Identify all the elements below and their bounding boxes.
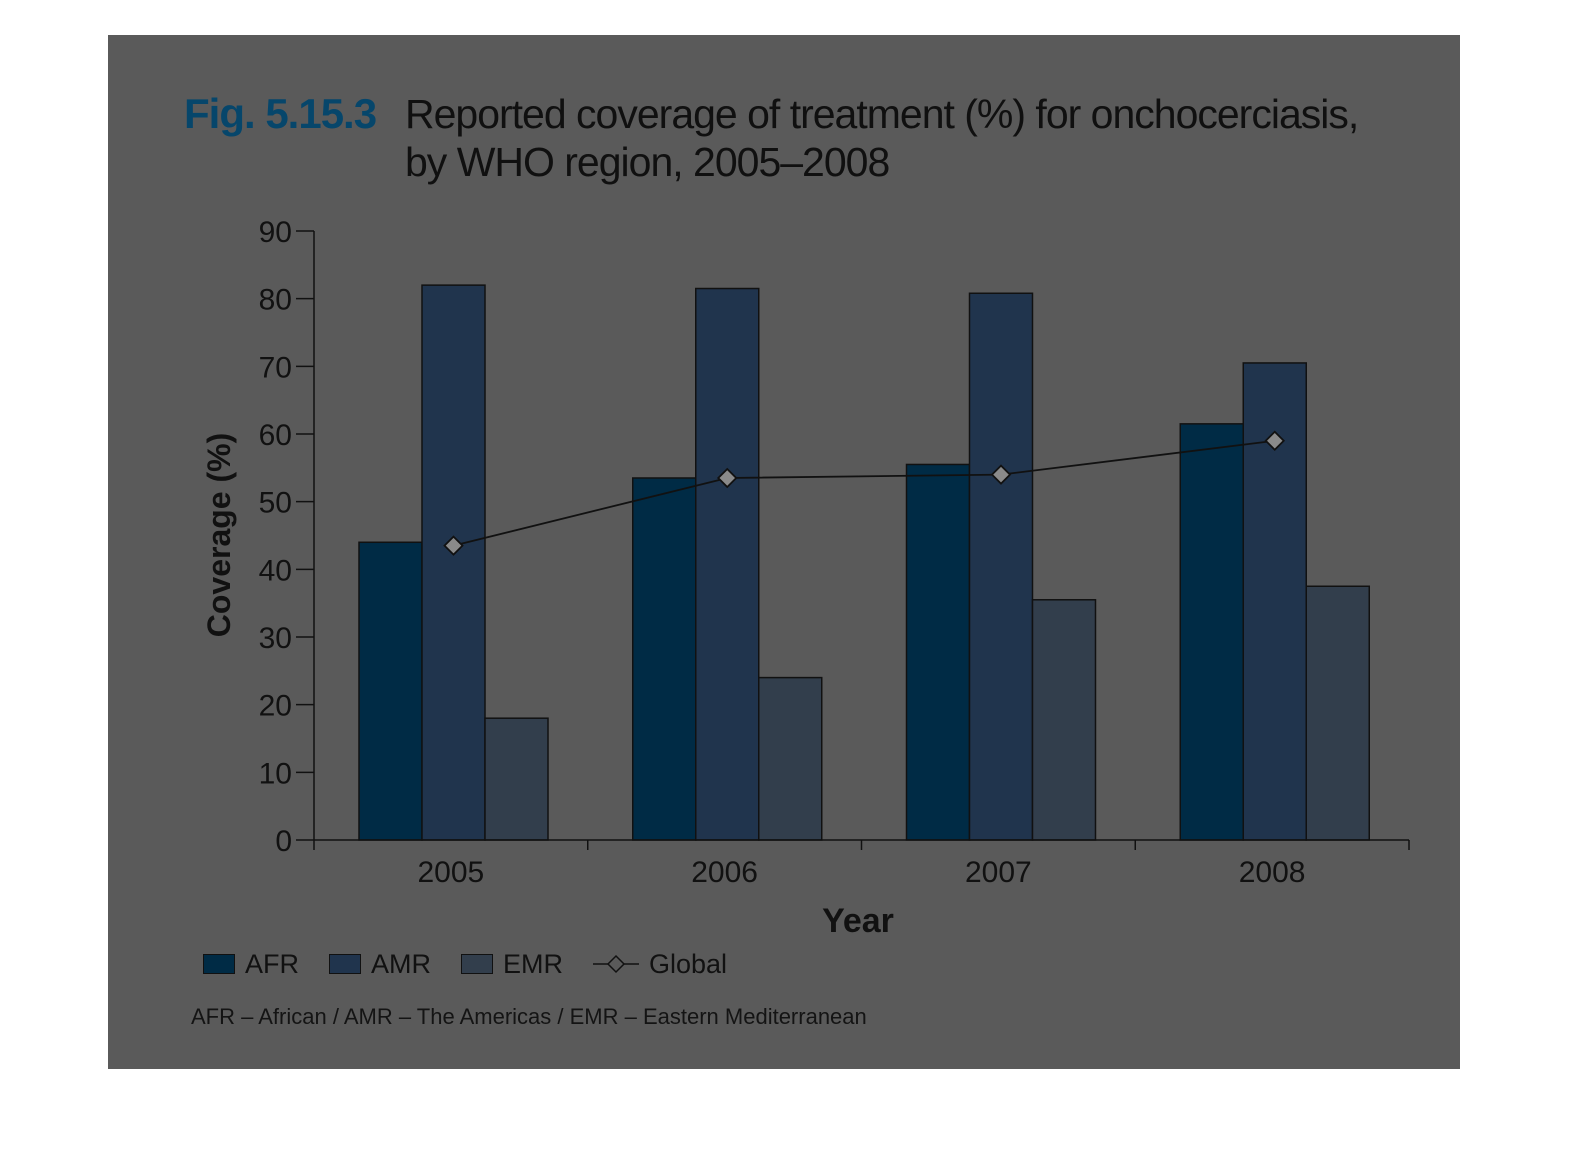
marker-global-2005 bbox=[443, 535, 464, 556]
bar-afr-2007 bbox=[905, 463, 971, 841]
y-tick-label-50: 50 bbox=[259, 487, 292, 520]
y-tick-label-70: 70 bbox=[259, 351, 292, 384]
x-axis-title: Year bbox=[822, 902, 894, 940]
legend-item-emr: EMR bbox=[461, 949, 563, 980]
x-tick-label-2006: 2006 bbox=[691, 856, 758, 889]
bar-emr-2008 bbox=[1305, 585, 1370, 841]
legend-item-global: Global bbox=[593, 949, 727, 980]
bar-emr-2006 bbox=[758, 676, 823, 841]
bar-amr-2007 bbox=[968, 292, 1034, 841]
y-tick-label-20: 20 bbox=[259, 690, 292, 723]
bar-afr-2006 bbox=[632, 477, 697, 841]
y-tick-label-60: 60 bbox=[259, 419, 292, 452]
marker-global-2007 bbox=[990, 464, 1012, 485]
bar-emr-2007 bbox=[1031, 599, 1097, 841]
bar-amr-2006 bbox=[695, 287, 760, 841]
bar-afr-2005 bbox=[358, 541, 423, 841]
bar-amr-2005 bbox=[421, 284, 486, 841]
legend-swatch-amr bbox=[329, 954, 361, 974]
bar-afr-2008 bbox=[1179, 423, 1244, 841]
y-tick-label-10: 10 bbox=[259, 757, 292, 790]
figure-title: Reported coverage of treatment (%) for o… bbox=[405, 91, 1359, 185]
y-tick-label-0: 0 bbox=[275, 825, 292, 858]
legend-label-afr: AFR bbox=[245, 948, 299, 979]
chart-legend: AFR AMR EMR Global bbox=[203, 946, 727, 982]
y-axis-title: Coverage (%) bbox=[201, 433, 237, 638]
figure-number: Fig. 5.15.3 bbox=[184, 90, 377, 137]
legend-item-afr: AFR bbox=[203, 949, 299, 980]
legend-line-diamond-icon bbox=[593, 954, 639, 974]
x-tick-label-2008: 2008 bbox=[1239, 856, 1306, 889]
marker-global-2008 bbox=[1264, 430, 1286, 452]
y-tick-label-80: 80 bbox=[259, 284, 292, 317]
line-global bbox=[453, 439, 1275, 547]
x-tick-label-2005: 2005 bbox=[418, 856, 485, 889]
legend-swatch-emr bbox=[461, 954, 493, 974]
legend-item-amr: AMR bbox=[329, 949, 431, 980]
footnote: AFR – African / AMR – The Americas / EMR… bbox=[191, 1004, 867, 1029]
y-tick-label-30: 30 bbox=[259, 622, 292, 655]
legend-label-global: Global bbox=[649, 948, 728, 979]
legend-label-emr: EMR bbox=[503, 948, 563, 979]
bar-emr-2005 bbox=[484, 717, 549, 841]
legend-swatch-afr bbox=[203, 954, 235, 974]
y-tick-label-90: 90 bbox=[259, 216, 292, 249]
y-tick-label-40: 40 bbox=[259, 554, 292, 587]
marker-global-2006 bbox=[716, 467, 738, 489]
legend-label-amr: AMR bbox=[371, 948, 431, 979]
x-tick-label-2007: 2007 bbox=[965, 856, 1032, 889]
